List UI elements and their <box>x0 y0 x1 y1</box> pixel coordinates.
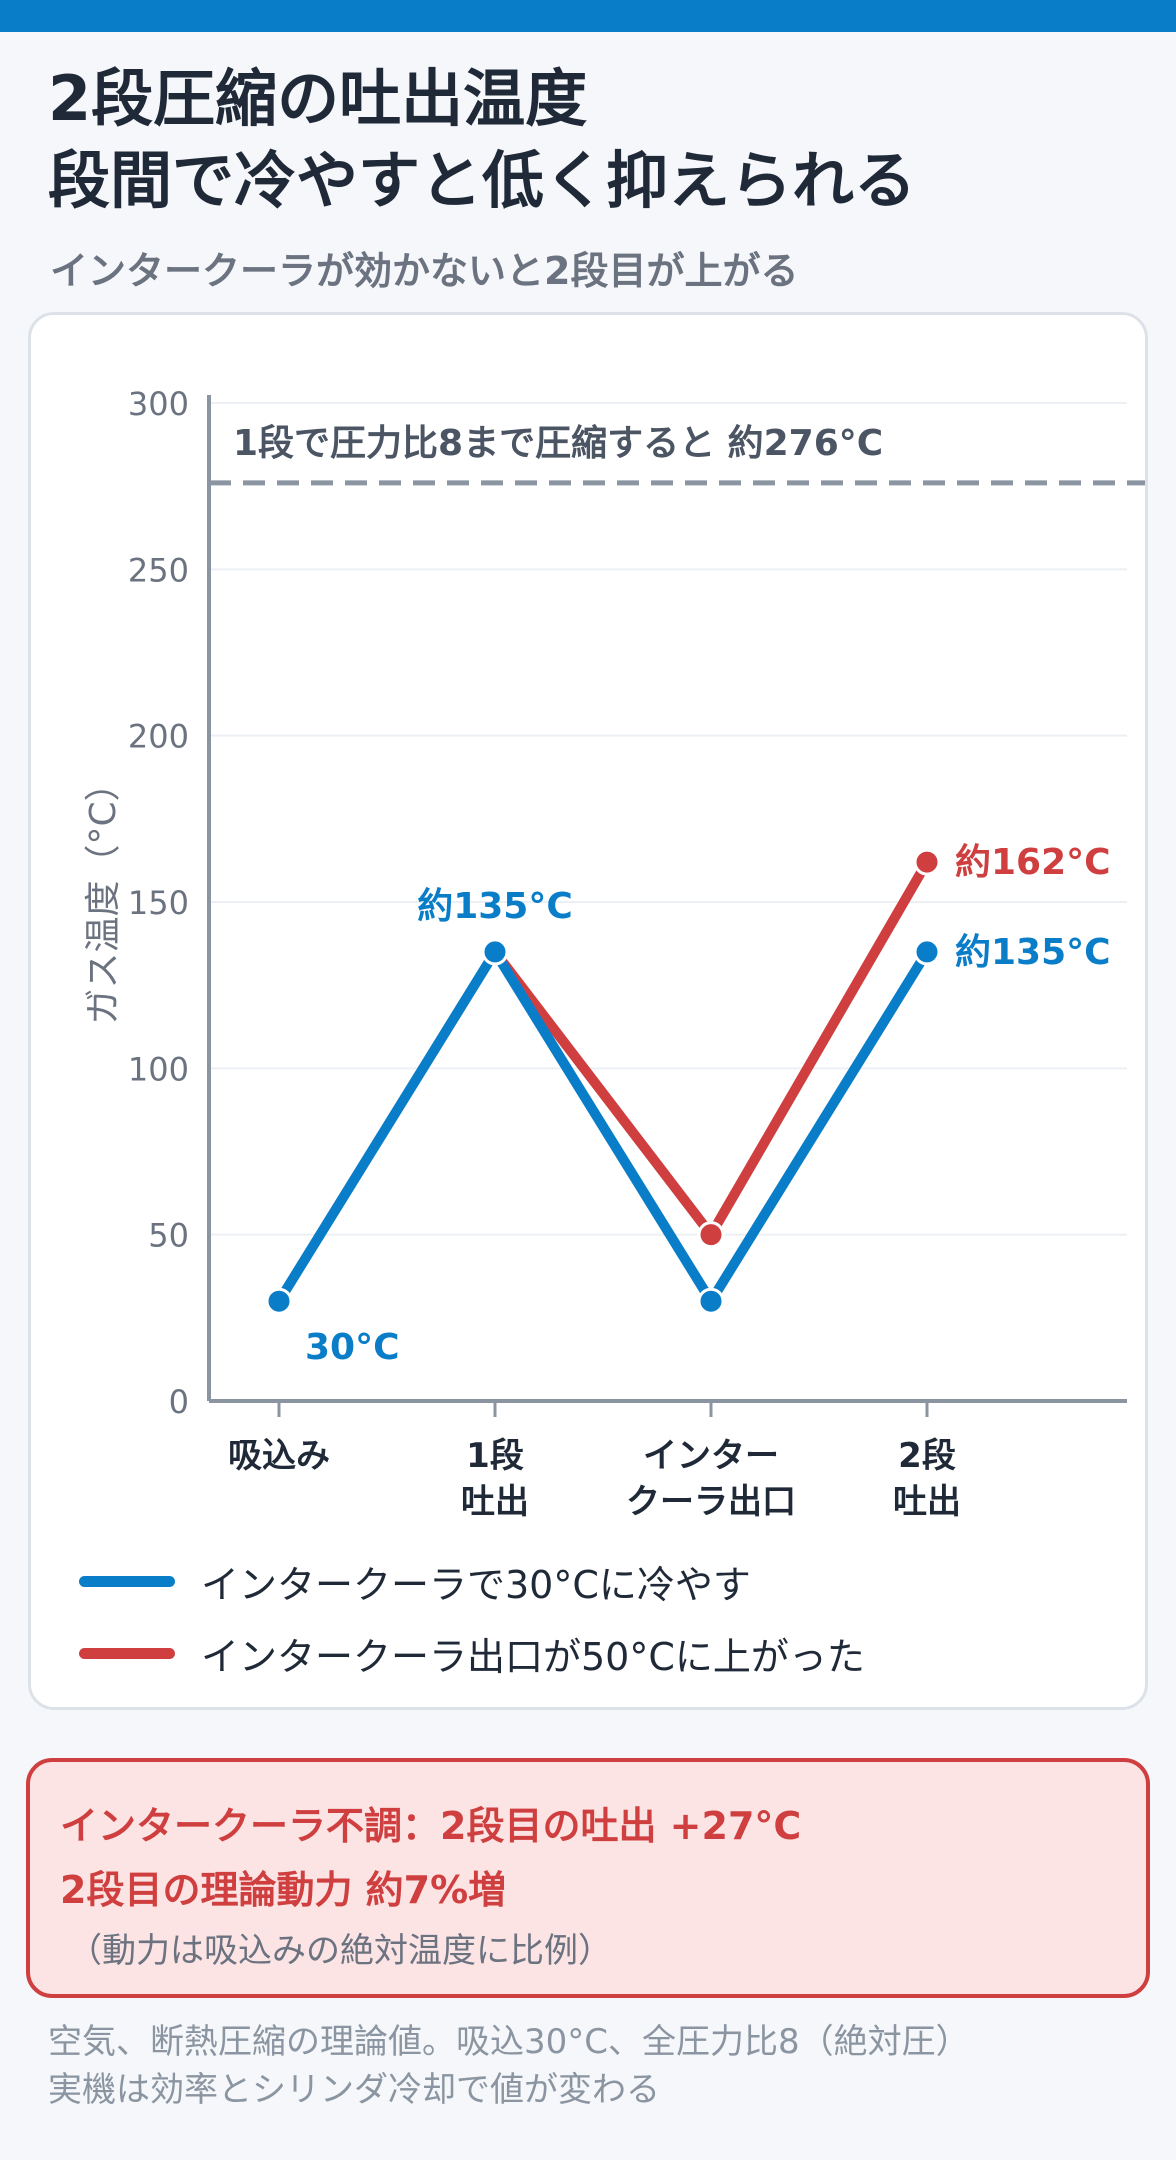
alert-line-2: 2段目の理論動力 約7%増 <box>60 1868 507 1912</box>
y-tick-label: 0 <box>169 1383 189 1421</box>
legend-label-red: インタークーラ出口が50°Cに上がった <box>201 1634 865 1679</box>
x-tick-label: インター <box>643 1436 779 1476</box>
chart-legend: インタークーラで30°Cに冷やす インタークーラ出口が50°Cに上がった <box>79 1545 865 1689</box>
legend-label-blue: インタークーラで30°Cに冷やす <box>201 1562 751 1607</box>
top-accent-bar <box>0 0 1176 32</box>
y-tick-label: 100 <box>128 1050 189 1088</box>
data-label-blue: 約135°C <box>417 886 573 927</box>
data-point-blue <box>265 1287 293 1315</box>
x-tick-label: 吸込み <box>228 1436 330 1476</box>
reference-line-label: 1段で圧力比8まで圧縮すると 約276°C <box>233 423 883 464</box>
y-tick-label: 200 <box>128 718 189 756</box>
y-axis-title: ガス温度（°C） <box>83 765 124 1024</box>
data-point-blue <box>481 938 509 966</box>
data-label-red: 約162°C <box>955 842 1111 883</box>
y-tick-label: 300 <box>128 385 189 423</box>
data-point-red <box>697 1221 725 1249</box>
data-label-blue: 30°C <box>305 1327 400 1368</box>
legend-item-blue: インタークーラで30°Cに冷やす <box>79 1545 865 1617</box>
data-point-blue <box>697 1287 725 1315</box>
footnote-line-2: 実機は効率とシリンダ冷却で値が変わる <box>48 2070 660 2110</box>
legend-item-red: インタークーラ出口が50°Cに上がった <box>79 1617 865 1689</box>
series-line-blue <box>274 942 932 1311</box>
title-line-1: 2段圧縮の吐出温度 <box>48 62 588 135</box>
x-tick-label: 1段 <box>466 1436 524 1476</box>
title-line-2: 段間で冷やすと低く抑えられる <box>48 144 917 217</box>
y-tick-label: 250 <box>128 551 189 589</box>
page-subtitle: インタークーラが効かないと2段目が上がる <box>50 249 799 293</box>
alert-line-1: インタークーラ不調：2段目の吐出 +27°C <box>60 1804 802 1848</box>
data-point-blue <box>913 938 941 966</box>
x-tick-label: 2段 <box>898 1436 956 1476</box>
temperature-line-chart: 0 50 100 150 200 250 300 1段で圧力比8まで圧縮すると 約276°C 吸… <box>83 385 1145 1522</box>
y-tick-label: 150 <box>128 884 189 922</box>
y-tick-label: 50 <box>148 1217 189 1255</box>
x-tick-label: 吐出 <box>461 1482 529 1522</box>
page-title: 2段圧縮の吐出温度 段間で冷やすと低く抑えられる <box>48 58 1138 222</box>
legend-swatch-blue <box>79 1575 175 1587</box>
x-tick-label: クーラ出口 <box>626 1482 796 1522</box>
data-label-blue: 約135°C <box>955 932 1111 973</box>
data-point-red <box>913 848 941 876</box>
legend-swatch-red <box>79 1647 175 1659</box>
footnote-line-1: 空気、断熱圧縮の理論値。吸込30°C、全圧力比8（絶対圧） <box>48 2022 970 2062</box>
chart-card: 0 50 100 150 200 250 300 1段で圧力比8まで圧縮すると 約276°C 吸… <box>28 312 1148 1710</box>
x-tick-label: 吐出 <box>893 1482 961 1522</box>
alert-box: インタークーラ不調：2段目の吐出 +27°C 2段目の理論動力 約7%増 （動力… <box>26 1758 1150 1998</box>
alert-note: （動力は吸込みの絶対温度に比例） <box>68 1931 612 1971</box>
footnote: 空気、断熱圧縮の理論値。吸込30°C、全圧力比8（絶対圧） 実機は効率とシリンダ… <box>48 2018 970 2114</box>
